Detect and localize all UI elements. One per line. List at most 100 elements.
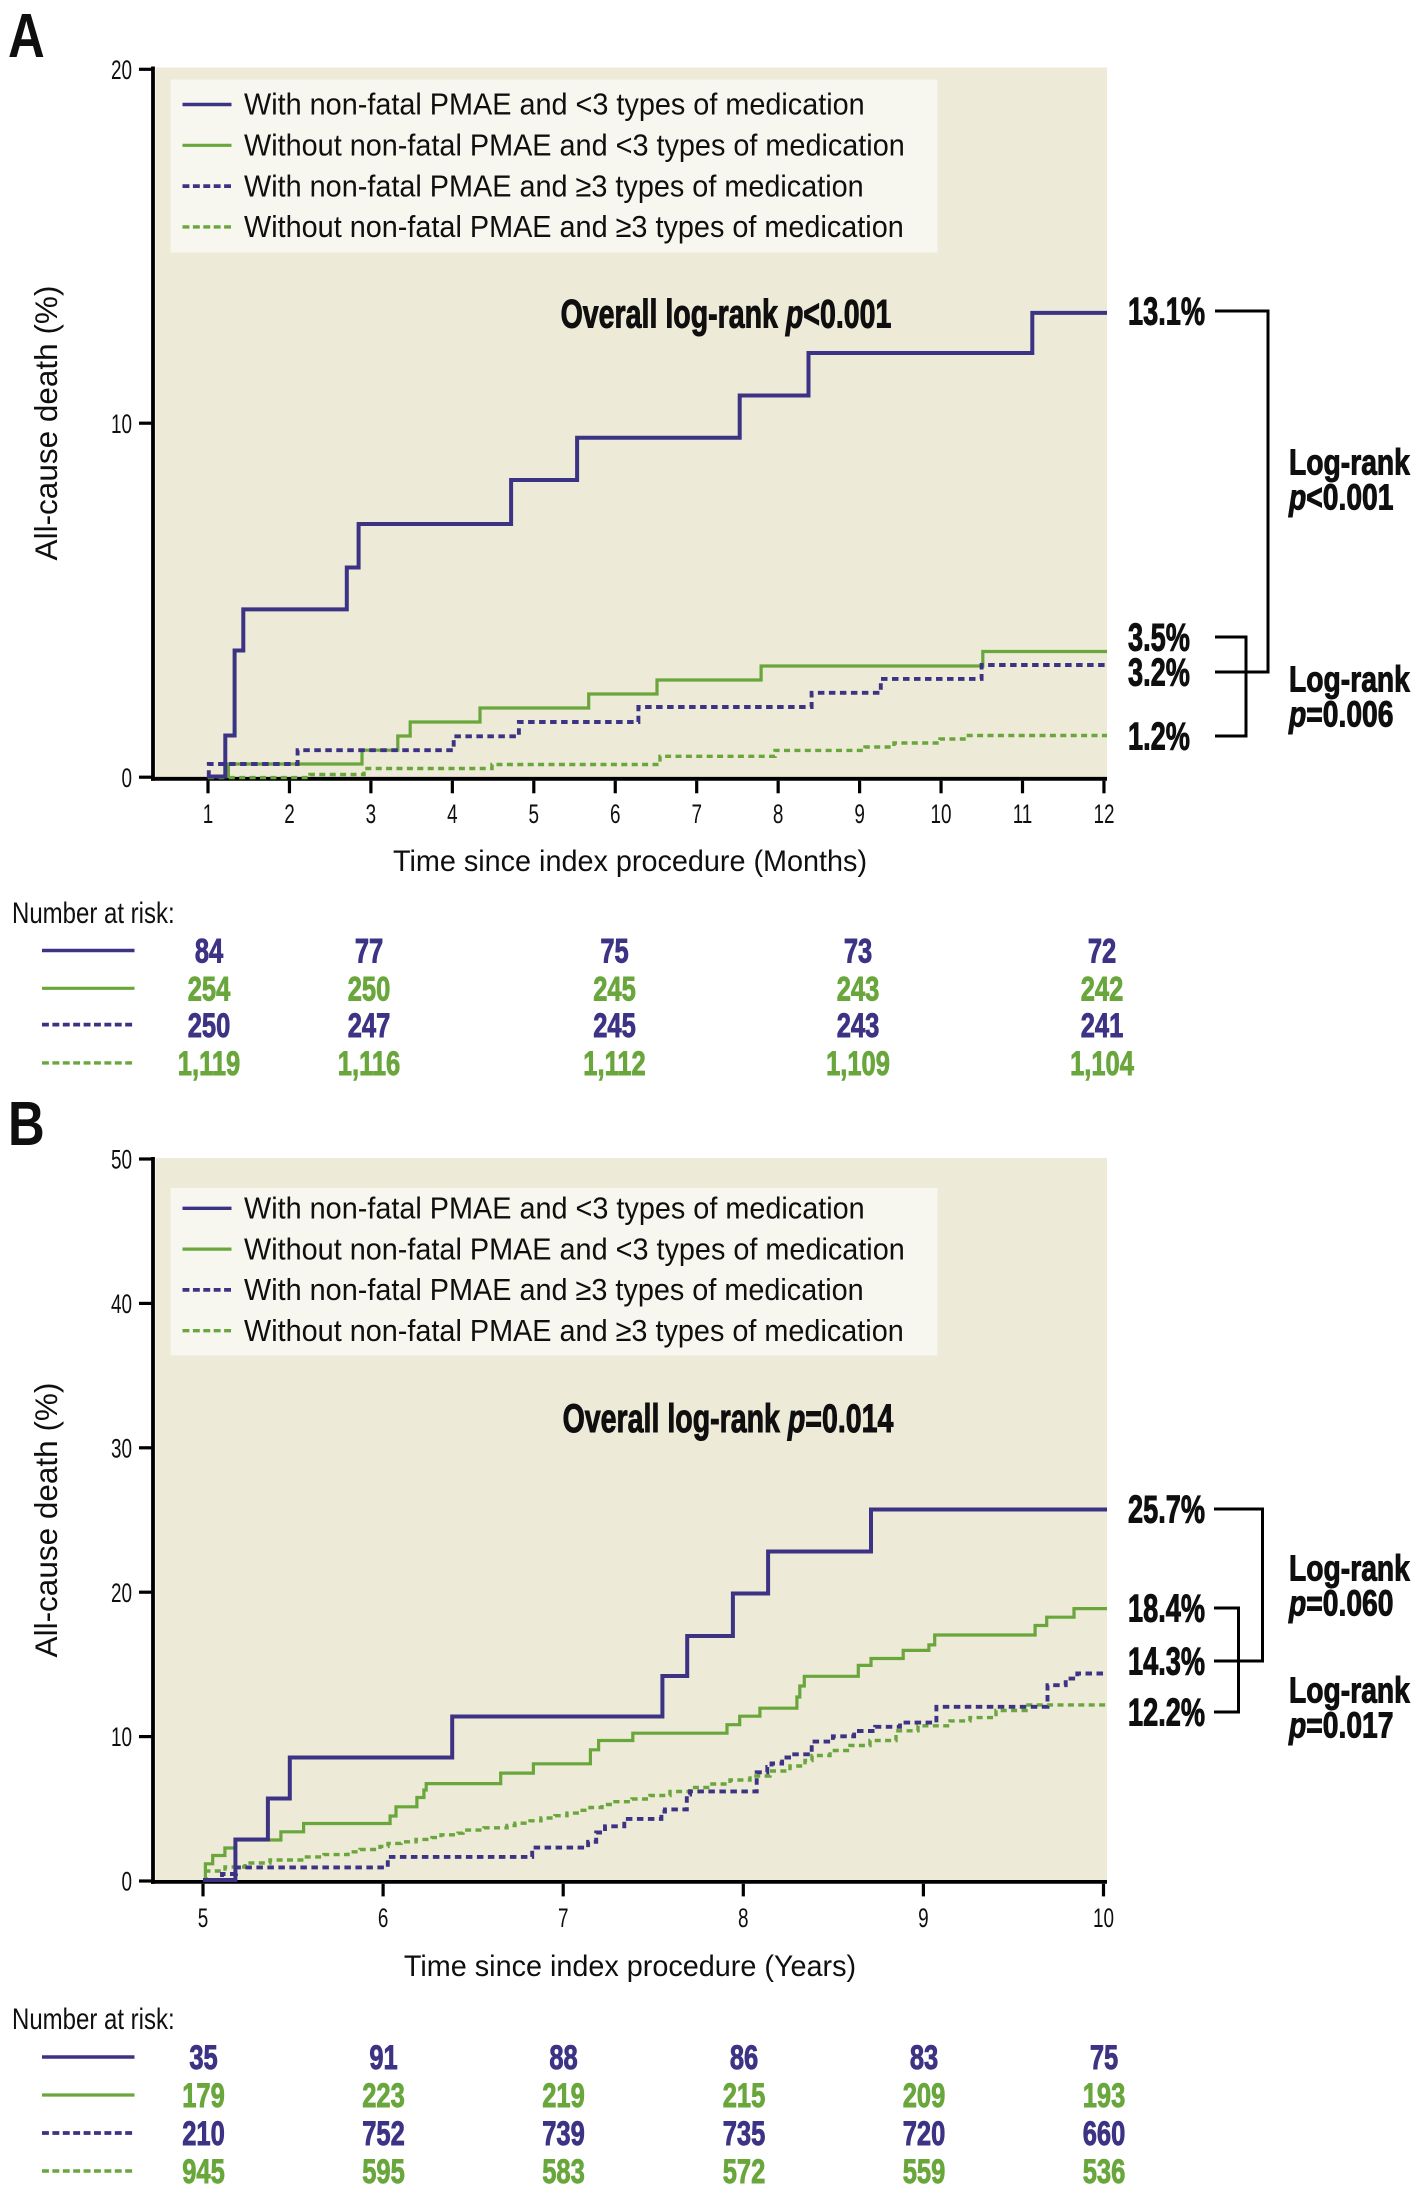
- svg-text:0: 0: [121, 762, 132, 792]
- svg-text:1,104: 1,104: [1070, 1046, 1134, 1083]
- svg-text:B: B: [8, 1090, 45, 1159]
- svg-text:595: 595: [362, 2154, 405, 2191]
- svg-text:6: 6: [378, 1903, 389, 1933]
- svg-text:583: 583: [542, 2154, 585, 2191]
- svg-text:219: 219: [542, 2078, 585, 2115]
- svg-text:4: 4: [447, 799, 458, 829]
- svg-text:p=0.006: p=0.006: [1288, 694, 1393, 734]
- svg-text:572: 572: [723, 2154, 766, 2191]
- svg-text:Without non-fatal PMAE and <3: Without non-fatal PMAE and <3 types of m…: [244, 1232, 905, 1266]
- svg-text:Log-rank: Log-rank: [1289, 1670, 1411, 1710]
- svg-text:245: 245: [593, 1007, 636, 1044]
- svg-text:14.3%: 14.3%: [1128, 1641, 1205, 1684]
- svg-text:25.7%: 25.7%: [1128, 1489, 1205, 1532]
- svg-text:10: 10: [111, 1722, 132, 1752]
- svg-text:Time since index procedure (Ye: Time since index procedure (Years): [404, 1949, 856, 1983]
- svg-text:Log-rank: Log-rank: [1289, 1548, 1411, 1588]
- svg-text:209: 209: [903, 2078, 946, 2115]
- svg-text:With non-fatal PMAE and ≥3 typ: With non-fatal PMAE and ≥3 types of medi…: [244, 169, 864, 203]
- svg-text:245: 245: [593, 971, 636, 1008]
- svg-text:40: 40: [111, 1289, 132, 1319]
- svg-text:75: 75: [1090, 2040, 1118, 2077]
- svg-text:72: 72: [1088, 933, 1116, 970]
- svg-text:536: 536: [1083, 2154, 1126, 2191]
- svg-text:752: 752: [362, 2116, 405, 2153]
- svg-text:3.5%: 3.5%: [1128, 617, 1190, 660]
- svg-text:0: 0: [121, 1866, 132, 1896]
- svg-text:86: 86: [730, 2040, 758, 2077]
- svg-text:254: 254: [188, 971, 231, 1008]
- svg-text:6: 6: [610, 799, 621, 829]
- svg-text:50: 50: [111, 1144, 132, 1174]
- svg-text:3: 3: [366, 799, 377, 829]
- svg-text:559: 559: [903, 2154, 946, 2191]
- svg-text:10: 10: [1093, 1903, 1114, 1933]
- svg-text:5: 5: [529, 799, 540, 829]
- svg-text:35: 35: [189, 2040, 217, 2077]
- svg-text:With non-fatal PMAE and ≥3 typ: With non-fatal PMAE and ≥3 types of medi…: [244, 1273, 864, 1307]
- svg-text:Without non-fatal PMAE and <3: Without non-fatal PMAE and <3 types of m…: [244, 129, 905, 163]
- svg-text:193: 193: [1083, 2078, 1126, 2115]
- svg-text:945: 945: [182, 2154, 225, 2191]
- svg-text:5: 5: [198, 1903, 209, 1933]
- svg-text:20: 20: [111, 1577, 132, 1607]
- svg-text:7: 7: [558, 1903, 569, 1933]
- svg-text:1,109: 1,109: [826, 1046, 890, 1083]
- svg-text:A: A: [8, 2, 45, 71]
- svg-text:91: 91: [369, 2040, 397, 2077]
- svg-text:20: 20: [111, 55, 132, 85]
- svg-text:13.1%: 13.1%: [1128, 291, 1205, 334]
- svg-text:p<0.001: p<0.001: [1288, 477, 1393, 517]
- svg-text:210: 210: [182, 2116, 225, 2153]
- svg-text:1.2%: 1.2%: [1128, 716, 1190, 759]
- svg-text:241: 241: [1081, 1007, 1124, 1044]
- svg-text:243: 243: [837, 971, 880, 1008]
- svg-text:84: 84: [195, 933, 224, 970]
- svg-text:Overall log-rank p=0.014: Overall log-rank p=0.014: [563, 1398, 894, 1442]
- svg-text:83: 83: [910, 2040, 938, 2077]
- svg-text:660: 660: [1083, 2116, 1126, 2153]
- svg-text:7: 7: [691, 799, 702, 829]
- svg-text:30: 30: [111, 1433, 132, 1463]
- svg-text:12.2%: 12.2%: [1128, 1692, 1205, 1735]
- svg-text:3.2%: 3.2%: [1128, 652, 1190, 695]
- svg-text:8: 8: [738, 1903, 749, 1933]
- svg-text:Without non-fatal PMAE and ≥3: Without non-fatal PMAE and ≥3 types of m…: [244, 1314, 904, 1348]
- svg-text:179: 179: [182, 2078, 225, 2115]
- svg-text:10: 10: [931, 799, 952, 829]
- svg-text:18.4%: 18.4%: [1128, 1588, 1205, 1631]
- svg-text:250: 250: [188, 1007, 231, 1044]
- svg-text:p=0.060: p=0.060: [1288, 1583, 1393, 1623]
- svg-text:10: 10: [111, 408, 132, 438]
- svg-text:1,112: 1,112: [583, 1046, 645, 1083]
- svg-text:9: 9: [854, 799, 865, 829]
- svg-text:73: 73: [844, 933, 872, 970]
- svg-text:720: 720: [903, 2116, 946, 2153]
- svg-text:11: 11: [1013, 799, 1033, 829]
- svg-text:250: 250: [348, 971, 391, 1008]
- svg-text:735: 735: [723, 2116, 766, 2153]
- svg-text:223: 223: [362, 2078, 405, 2115]
- svg-text:247: 247: [348, 1007, 391, 1044]
- svg-text:p=0.017: p=0.017: [1288, 1705, 1393, 1745]
- svg-text:Log-rank: Log-rank: [1289, 659, 1411, 699]
- svg-text:All-cause death (%): All-cause death (%): [28, 1383, 64, 1658]
- svg-text:242: 242: [1081, 971, 1124, 1008]
- svg-text:77: 77: [355, 933, 383, 970]
- svg-text:243: 243: [837, 1007, 880, 1044]
- svg-text:1: 1: [203, 799, 214, 829]
- svg-text:With non-fatal PMAE and <3 typ: With non-fatal PMAE and <3 types of medi…: [244, 88, 865, 122]
- svg-text:All-cause death (%): All-cause death (%): [28, 286, 64, 561]
- svg-text:Time since index procedure (Mo: Time since index procedure (Months): [393, 844, 867, 878]
- svg-text:1,116: 1,116: [338, 1046, 400, 1083]
- svg-text:2: 2: [284, 799, 295, 829]
- svg-text:Number at risk:: Number at risk:: [12, 2001, 175, 2035]
- svg-text:Number at risk:: Number at risk:: [12, 895, 175, 929]
- svg-text:739: 739: [542, 2116, 585, 2153]
- svg-text:1,119: 1,119: [178, 1046, 240, 1083]
- svg-text:88: 88: [549, 2040, 577, 2077]
- svg-text:9: 9: [918, 1903, 929, 1933]
- svg-text:75: 75: [600, 933, 628, 970]
- svg-text:Log-rank: Log-rank: [1289, 442, 1411, 482]
- svg-text:215: 215: [723, 2078, 766, 2115]
